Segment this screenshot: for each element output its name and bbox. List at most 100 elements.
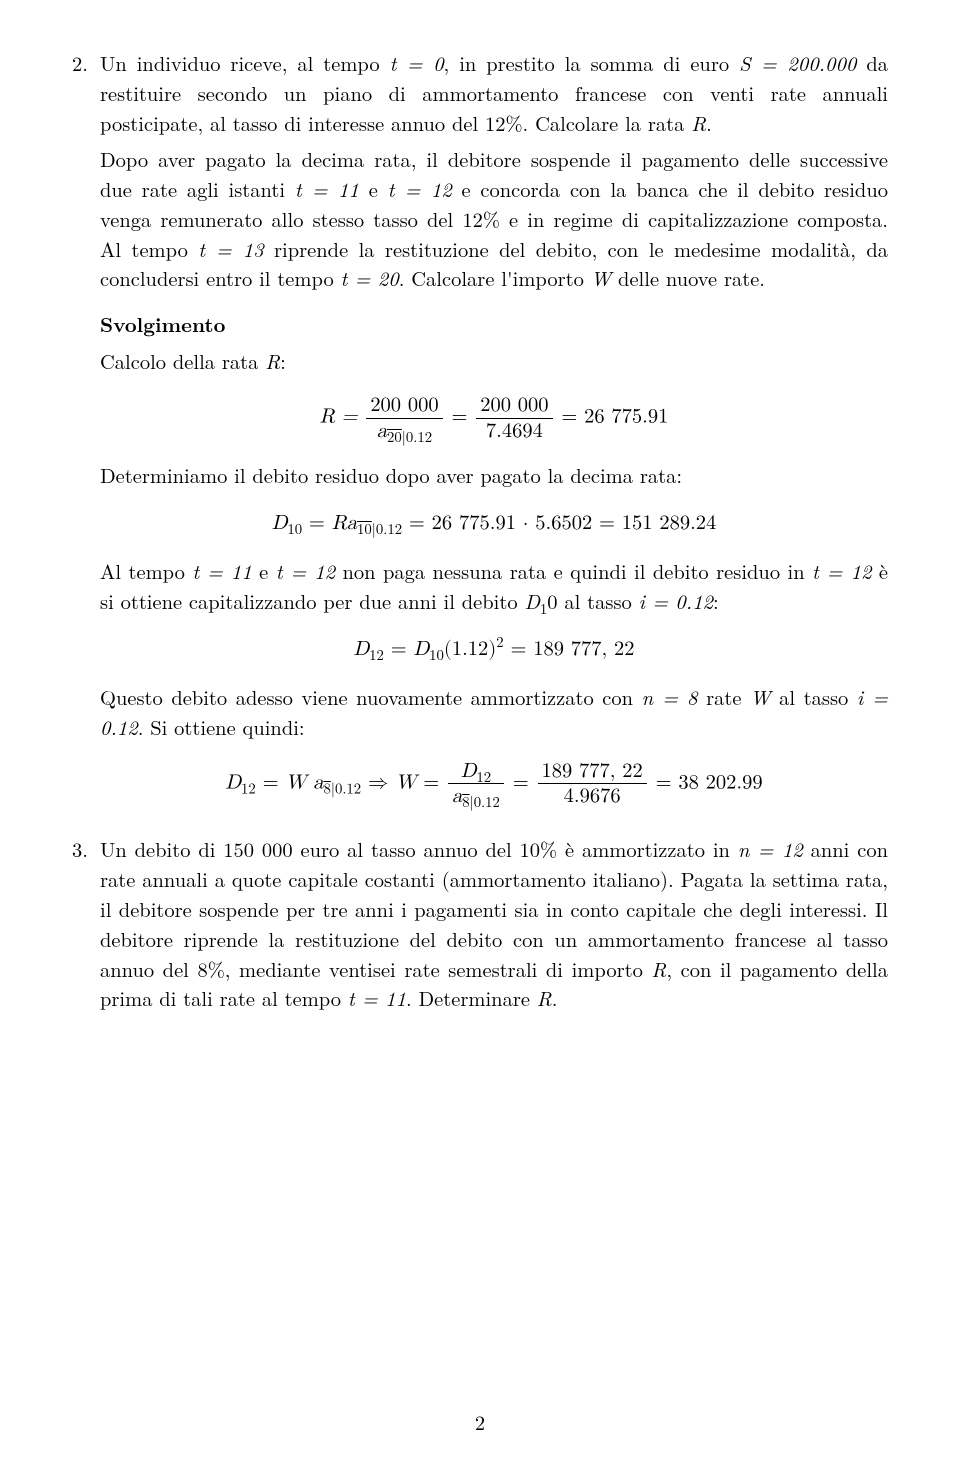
txt: 0.12: [474, 795, 500, 810]
txt: 20: [387, 430, 402, 445]
eqR-frac1: 200 000 a20|0.12: [366, 394, 442, 442]
eq-D12b: D12 = W a8|0.12 ⇒ W = D12 a8|0.12 = 189 …: [100, 760, 888, 808]
list-item-2: 2. Un individuo riceve, al tempo t = 0, …: [72, 48, 888, 826]
txt: W: [395, 771, 416, 792]
eqR-num2: 200 000: [476, 394, 552, 419]
page: 2. Un individuo riceve, al tempo t = 0, …: [0, 0, 960, 1472]
item3-body: Un debito di 150 000 euro al tasso annuo…: [100, 834, 888, 1020]
txt: Calcolo della rata: [100, 346, 265, 375]
txt: a: [377, 420, 387, 441]
math-t12: t = 12: [388, 174, 452, 203]
txt: Questo debito adesso viene nuovamente am…: [100, 682, 642, 711]
txt: rate: [698, 682, 751, 711]
item2-p2: Dopo aver pagato la decima rata, il debi…: [100, 144, 888, 294]
txt: Un debito di 150 000 euro al tasso annuo…: [100, 834, 738, 863]
math-t13: t = 13: [198, 234, 263, 263]
eqD12b-frac1: D12 a8|0.12: [448, 760, 504, 808]
txt: :: [713, 586, 719, 615]
txt: =: [416, 771, 446, 792]
txt: 10|0.12: [357, 522, 402, 537]
txt: , in prestito la somma di euro: [444, 48, 740, 77]
txt: R: [537, 983, 552, 1012]
item2-body: Un individuo riceve, al tempo t = 0, in …: [100, 48, 888, 826]
txt: non paga nessuna rata e quindi il debito…: [335, 556, 812, 585]
math-W: W: [591, 263, 611, 292]
txt: :: [280, 346, 286, 375]
txt: e: [359, 174, 388, 203]
math-S: S = 200.000: [739, 48, 856, 77]
txt: t = 11: [192, 556, 251, 585]
txt: 8|0.12: [323, 781, 361, 796]
txt: 20|0.12: [387, 430, 432, 445]
txt: D: [225, 771, 241, 792]
txt: . Calcolare l'importo: [399, 263, 591, 292]
txt: =: [513, 771, 536, 792]
item2-num: 2.: [72, 48, 100, 826]
eq-D12a: D12 = D10(1.12)2 = 189 777, 22: [100, 634, 888, 664]
txt: e: [252, 556, 276, 585]
eqR-num1: 200 000: [366, 394, 442, 419]
eqD12b-frac2: 189 777, 22 4.9676: [538, 760, 647, 808]
txt: W: [750, 682, 770, 711]
item2-calcR: Calcolo della rata R:: [100, 346, 888, 376]
txt: 8|0.12: [462, 795, 500, 810]
txt: 12: [476, 770, 491, 785]
txt: al tasso: [558, 586, 639, 615]
svolgimento-heading: Svolgimento: [100, 309, 888, 340]
txt: a: [452, 785, 462, 806]
txt: 8: [323, 781, 330, 796]
math-R: R: [691, 108, 706, 137]
eqR-rhs: = 26 775.91: [561, 406, 668, 427]
txt: Ra: [332, 512, 357, 533]
eqR-frac2: 200 000 7.4694: [476, 394, 552, 442]
eqR-den1: a20|0.12: [366, 419, 442, 443]
txt: W a: [285, 771, 323, 792]
txt: D: [272, 512, 288, 533]
txt: 4.9676: [538, 784, 647, 808]
txt: 10: [357, 522, 372, 537]
eqR-lhs: R =: [320, 406, 358, 427]
txt: 10: [287, 522, 302, 537]
item2-p5: Questo debito adesso viene nuovamente am…: [100, 682, 888, 742]
txt: 8: [462, 795, 469, 810]
txt: n = 8: [642, 682, 698, 711]
item3-p1: Un debito di 150 000 euro al tasso annuo…: [100, 834, 888, 1014]
txt: t = 12: [276, 556, 335, 585]
math-R2: R: [265, 346, 280, 375]
item2-p4: Al tempo t = 11 e t = 12 non paga nessun…: [100, 556, 888, 616]
txt: .: [552, 983, 558, 1012]
txt: D: [413, 638, 429, 659]
txt: = 189 777, 22: [504, 638, 635, 659]
txt: al tasso: [771, 682, 857, 711]
txt: (1.12): [444, 638, 496, 659]
item2-p3: Determiniamo il debito residuo dopo aver…: [100, 460, 888, 490]
txt: D: [461, 760, 477, 781]
txt: 12: [369, 648, 384, 663]
svolgimento-label: Svolgimento: [100, 310, 225, 339]
item3-num: 3.: [72, 834, 100, 1020]
math-t0: t = 0: [390, 48, 444, 77]
txt: =: [384, 638, 414, 659]
math-t20: t = 20: [341, 263, 399, 292]
txt: 10: [429, 648, 444, 663]
eqR-den2: 7.4694: [476, 419, 552, 443]
txt: D: [353, 638, 369, 659]
txt: t = 12: [812, 556, 871, 585]
txt: 12: [241, 781, 256, 796]
item2-p1: Un individuo riceve, al tempo t = 0, in …: [100, 48, 888, 138]
eq-R: R = 200 000 a20|0.12 = 200 000 7.4694 = …: [100, 394, 888, 442]
page-number: 2: [0, 1407, 960, 1436]
txt: 2: [496, 635, 503, 650]
txt: =: [302, 512, 332, 533]
eqR-eq: =: [451, 406, 467, 427]
txt: R: [651, 954, 666, 983]
eq-D10: D10 = Ra10|0.12 = 26 775.91 · 5.6502 = 1…: [100, 508, 888, 538]
txt: i = 0.12: [639, 586, 713, 615]
txt: =: [256, 771, 286, 792]
txt: a8|0.12: [448, 784, 504, 808]
txt: = 26 775.91 · 5.6502 = 151 289.24: [402, 512, 716, 533]
txt: .: [706, 108, 712, 137]
txt: delle nuove rate.: [611, 263, 765, 292]
txt: = 38 202.99: [656, 771, 763, 792]
txt: 189 777, 22: [538, 760, 647, 785]
